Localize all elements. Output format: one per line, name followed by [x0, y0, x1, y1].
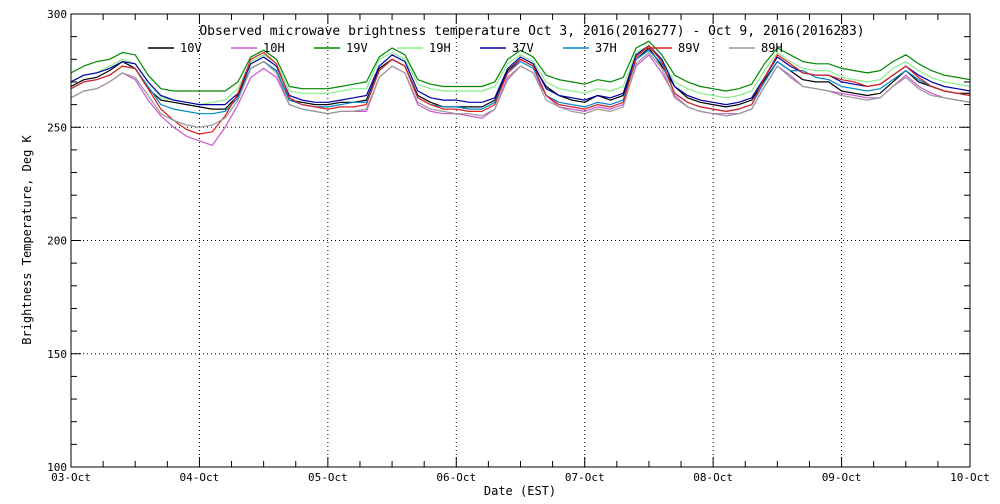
legend-label-19v: 19V	[346, 41, 368, 55]
x-tick-label: 03-Oct	[51, 471, 91, 484]
x-tick-label: 09-Oct	[822, 471, 862, 484]
legend-label-10v: 10V	[180, 41, 202, 55]
series-line-19h	[70, 45, 971, 106]
y-tick-label: 250	[47, 121, 67, 134]
chart-title: Observed microwave brightness temperatur…	[199, 24, 864, 39]
x-axis-label: Date (EST)	[484, 484, 556, 498]
legend-label-89h: 89H	[761, 41, 783, 55]
x-tick-label: 04-Oct	[180, 471, 220, 484]
legend: 10V 10H 19V 19H 37V 37H 89V 89H	[148, 41, 783, 55]
y-tick-label: 200	[47, 235, 67, 248]
y-axis-label: Brightness Temperature, Deg K	[20, 134, 34, 344]
y-tick-label: 300	[47, 8, 67, 21]
y-tick-label: 150	[47, 348, 67, 361]
series-line-19v	[70, 40, 971, 92]
grid-layer	[71, 14, 970, 467]
series-line-10h	[70, 54, 971, 146]
x-tick-label: 10-Oct	[950, 471, 990, 484]
x-tick-label: 05-Oct	[308, 471, 348, 484]
legend-label-19h: 19H	[429, 41, 451, 55]
legend-label-10h: 10H	[263, 41, 285, 55]
legend-label-37v: 37V	[512, 41, 534, 55]
series-line-89h	[70, 51, 971, 128]
x-tick-label: 08-Oct	[693, 471, 733, 484]
legend-label-37h: 37H	[595, 41, 617, 55]
series-line-37h	[70, 49, 971, 115]
legend-label-89v: 89V	[678, 41, 700, 55]
series-line-89v	[70, 45, 971, 135]
x-tick-label: 06-Oct	[436, 471, 476, 484]
y-tick-label: 100	[47, 461, 67, 474]
tick-layer: 100 150 200 250 300 03-Oct 04-Oct 05-Oct 06-Oct 0…	[47, 8, 990, 484]
x-tick-label: 07-Oct	[565, 471, 605, 484]
series-layer	[70, 40, 971, 146]
